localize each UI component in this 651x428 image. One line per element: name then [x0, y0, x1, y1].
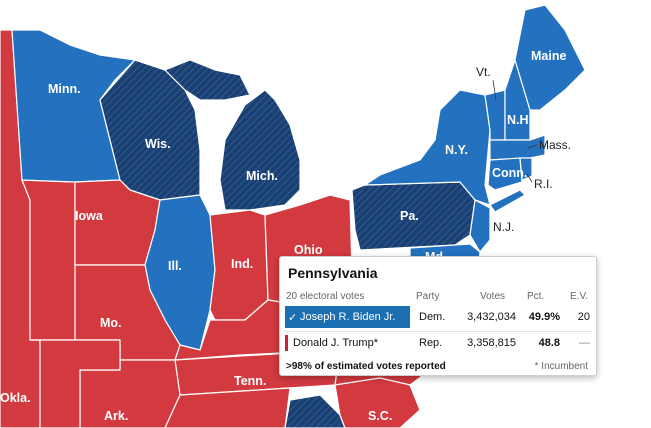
label-ri: R.I. [534, 177, 553, 191]
votes-reported-status: >98% of estimated votes reported [286, 361, 446, 372]
tooltip-state-title: Pennsylvania [288, 265, 378, 281]
label-iowa: Iowa [75, 209, 104, 223]
candidate-name: Joseph R. Biden Jr. [300, 311, 396, 323]
state-maine[interactable] [514, 4, 586, 111]
header-ev: E.V. [570, 291, 588, 302]
label-ind: Ind. [231, 257, 253, 271]
header-party: Party [416, 291, 440, 302]
winner-highlight [285, 306, 410, 328]
header-votes: Votes [480, 291, 506, 302]
label-ark: Ark. [104, 409, 128, 423]
state-miss-ala[interactable] [164, 387, 291, 428]
candidate-name: Donald J. Trump* [293, 337, 378, 349]
label-nh: N.H. [507, 113, 532, 127]
incumbent-note: * Incumbent [534, 361, 588, 372]
candidate-votes: 3,358,815 [467, 337, 516, 349]
leader-ri [526, 173, 533, 183]
label-sc: S.C. [368, 409, 392, 423]
candidate-votes: 3,432,034 [467, 311, 516, 323]
party-color-marker [285, 335, 288, 351]
state-connecticut[interactable] [487, 157, 523, 191]
label-ny: N.Y. [445, 143, 468, 157]
candidate-ev: — [579, 337, 590, 349]
label-ill: Ill. [168, 259, 182, 273]
label-mich: Mich. [246, 169, 278, 183]
state-south-carolina[interactable] [334, 377, 421, 428]
candidate-party: Dem. [419, 311, 446, 323]
check-icon: ✓ [288, 312, 298, 324]
candidate-row-biden: ✓ Joseph R. Biden Jr. Dem. 3,432,034 49.… [284, 306, 592, 328]
label-okla: Okla. [0, 391, 31, 405]
label-tenn: Tenn. [234, 374, 266, 388]
header-pct: Pct. [527, 291, 545, 302]
candidate-party: Rep. [419, 337, 443, 349]
leader-vt [492, 79, 497, 101]
label-mass: Mass. [539, 138, 571, 152]
leader-mass [527, 144, 538, 149]
label-conn: Conn. [492, 166, 527, 180]
electoral-votes-total: 20 electoral votes [286, 291, 365, 302]
label-vt: Vt. [476, 65, 491, 79]
label-pa: Pa. [400, 209, 419, 223]
results-tooltip: Pennsylvania 20 electoral votes Party Vo… [279, 256, 597, 376]
label-minn: Minn. [48, 82, 81, 96]
state-michigan-up[interactable] [164, 59, 251, 101]
candidate-pct: 48.8 [538, 337, 560, 349]
state-oklahoma[interactable] [29, 339, 121, 428]
label-mo: Mo. [100, 316, 122, 330]
state-michigan[interactable] [219, 89, 301, 211]
state-new-hampshire[interactable] [504, 59, 531, 141]
state-long-island[interactable] [489, 189, 526, 213]
candidate-pct: 49.9% [528, 311, 560, 323]
label-ohio: Ohio [294, 243, 323, 257]
candidate-ev: 20 [577, 311, 590, 323]
label-maine: Maine [531, 49, 566, 63]
state-minnesota[interactable] [11, 29, 136, 183]
label-wis: Wis. [145, 137, 171, 151]
label-nj: N.J. [493, 220, 514, 234]
state-georgia[interactable] [284, 394, 346, 428]
state-rhode-island[interactable] [519, 157, 533, 181]
state-wisconsin[interactable] [99, 59, 201, 201]
state-new-jersey[interactable] [469, 199, 491, 253]
candidate-row-trump: Donald J. Trump* Rep. 3,358,815 48.8 — [284, 331, 592, 354]
